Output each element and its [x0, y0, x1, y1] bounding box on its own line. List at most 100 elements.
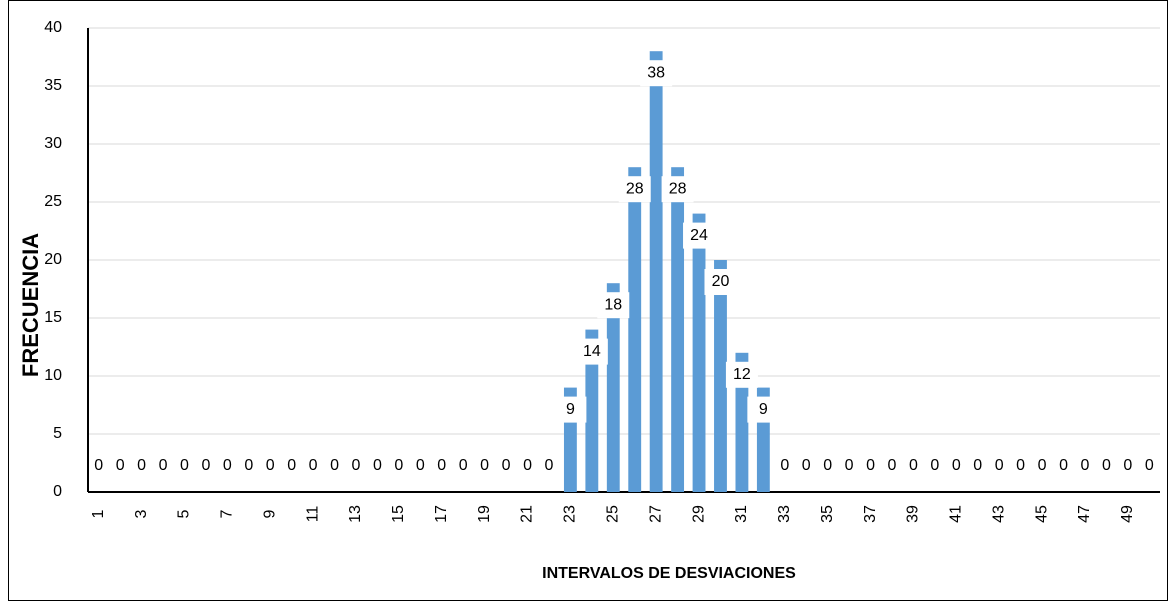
- data-label: 0: [1081, 457, 1090, 474]
- data-label: 0: [545, 457, 554, 474]
- data-label: 20: [712, 273, 730, 290]
- data-label: 0: [180, 457, 189, 474]
- data-label: 0: [266, 457, 275, 474]
- x-tick-label: 5: [176, 509, 193, 518]
- x-tick-label: 3: [133, 509, 150, 518]
- y-tick-label: 25: [44, 193, 62, 210]
- x-tick-label: 7: [219, 509, 236, 518]
- y-tick-label: 35: [44, 77, 62, 94]
- x-tick-label: 15: [390, 505, 407, 523]
- data-label: 0: [1123, 457, 1132, 474]
- data-label-box: [597, 292, 630, 319]
- data-label: 0: [930, 457, 939, 474]
- data-label: 0: [523, 457, 532, 474]
- data-label: 28: [669, 180, 687, 197]
- y-tick-label: 10: [44, 367, 62, 384]
- bar: [714, 260, 727, 492]
- x-tick-label: 13: [347, 505, 364, 523]
- bar: [692, 213, 706, 492]
- data-label-box: [725, 361, 758, 388]
- y-tick-label: 30: [44, 135, 62, 152]
- data-label: 0: [1102, 457, 1111, 474]
- data-label: 0: [995, 457, 1004, 474]
- data-label: 0: [116, 457, 125, 474]
- bar: [671, 167, 685, 492]
- data-label-box: [661, 176, 694, 203]
- data-label: 0: [845, 457, 854, 474]
- x-axis-title: INTERVALOS DE DESVIACIONES: [542, 565, 796, 582]
- data-label: 14: [583, 343, 601, 360]
- data-label: 0: [137, 457, 146, 474]
- data-label: 0: [394, 457, 403, 474]
- data-label: 0: [866, 457, 875, 474]
- data-label: 0: [480, 457, 489, 474]
- x-tick-label: 27: [647, 505, 664, 523]
- data-label: 24: [690, 227, 708, 244]
- data-label: 0: [201, 457, 210, 474]
- x-tick-label: 17: [433, 505, 450, 523]
- data-label: 0: [1016, 457, 1025, 474]
- data-label: 0: [373, 457, 382, 474]
- y-axis-title: FRECUENCIA: [18, 233, 43, 377]
- data-label: 0: [459, 457, 468, 474]
- data-label-box: [618, 176, 651, 203]
- x-tick-label: 21: [519, 505, 536, 523]
- data-label: 0: [94, 457, 103, 474]
- data-label: 0: [502, 457, 511, 474]
- data-label: 0: [1038, 457, 1047, 474]
- data-label: 0: [244, 457, 253, 474]
- x-tick-label: 25: [604, 505, 621, 523]
- data-label: 0: [223, 457, 232, 474]
- data-label-box: [640, 60, 673, 87]
- x-tick-label: 39: [905, 505, 922, 523]
- x-tick-label: 29: [690, 505, 707, 523]
- data-label: 0: [159, 457, 168, 474]
- chart-frame: [8, 0, 1168, 601]
- data-label: 28: [626, 180, 644, 197]
- data-label: 9: [566, 401, 575, 418]
- y-tick-label: 15: [44, 309, 62, 326]
- y-tick-label: 5: [53, 425, 62, 442]
- x-tick-label: 23: [562, 505, 579, 523]
- x-tick-label: 1: [90, 509, 107, 518]
- data-label: 0: [1145, 457, 1154, 474]
- x-tick-label: 41: [948, 505, 965, 523]
- data-label: 0: [973, 457, 982, 474]
- data-label: 0: [780, 457, 789, 474]
- x-tick-label: 43: [990, 505, 1007, 523]
- x-tick-label: 49: [1119, 505, 1136, 523]
- data-label-box: [575, 338, 608, 365]
- data-label: 0: [352, 457, 361, 474]
- data-label: 0: [309, 457, 318, 474]
- data-label-box: [704, 269, 737, 295]
- x-tick-label: 9: [261, 509, 278, 518]
- data-label: 0: [952, 457, 961, 474]
- x-tick-label: 47: [1076, 505, 1093, 523]
- data-label: 0: [909, 457, 918, 474]
- data-label: 0: [802, 457, 811, 474]
- data-label-box: [554, 396, 587, 423]
- x-tick-label: 11: [304, 506, 321, 523]
- data-label: 0: [287, 457, 296, 474]
- x-tick-label: 19: [476, 505, 493, 523]
- data-label: 0: [823, 457, 832, 474]
- data-label: 18: [604, 296, 622, 313]
- data-label: 0: [437, 457, 446, 474]
- data-label: 0: [330, 457, 339, 474]
- data-label-box: [683, 222, 716, 249]
- x-tick-label: 45: [1033, 505, 1050, 523]
- data-label: 38: [647, 64, 665, 81]
- data-label: 12: [733, 366, 751, 383]
- data-label: 0: [1059, 457, 1068, 474]
- bar: [628, 167, 642, 492]
- x-tick-label: 31: [733, 505, 750, 523]
- x-tick-label: 37: [862, 505, 879, 523]
- y-tick-label: 20: [44, 251, 62, 268]
- data-label: 0: [888, 457, 897, 474]
- data-label-box: [747, 396, 780, 423]
- x-tick-label: 35: [819, 505, 836, 523]
- bar: [606, 283, 620, 492]
- x-tick-label: 33: [776, 505, 793, 523]
- data-label: 0: [416, 457, 425, 474]
